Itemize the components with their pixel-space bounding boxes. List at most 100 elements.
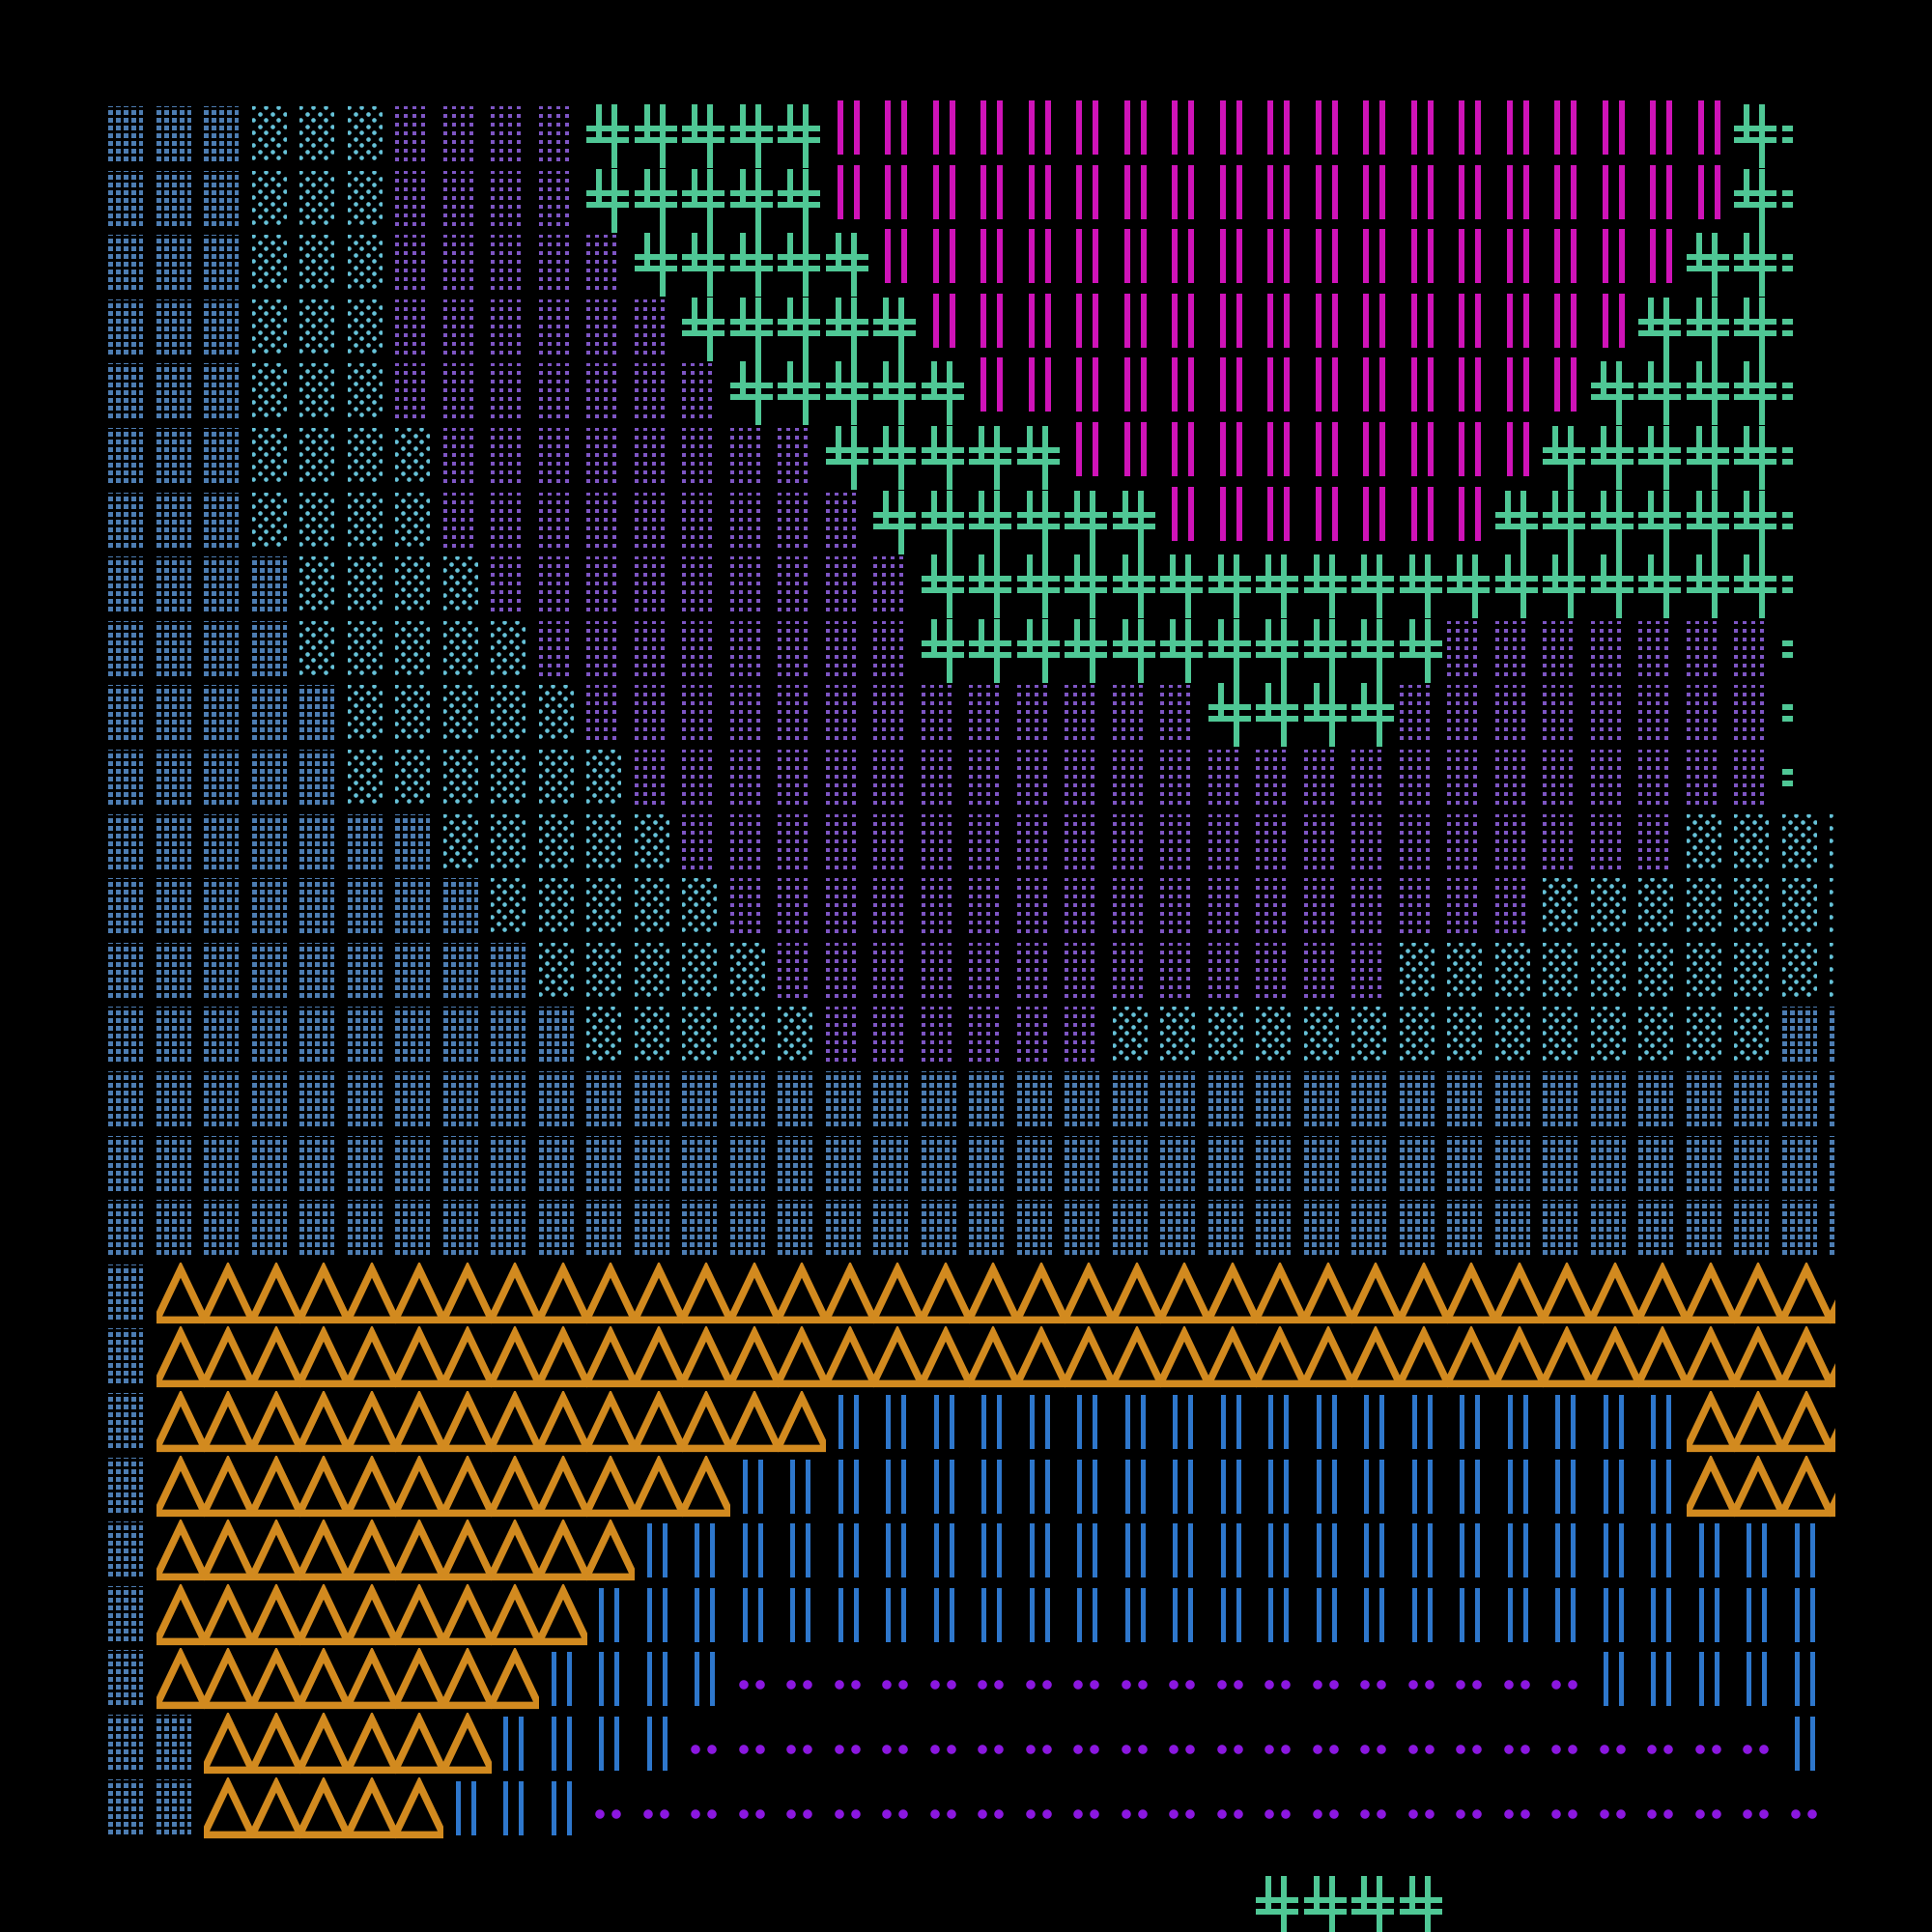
glyph-green-double-cross (1065, 554, 1107, 619)
tile-teal-sparse-dots (491, 620, 526, 676)
pattern-canvas (108, 100, 1835, 1932)
glyph-blue-bar-pair (921, 1457, 969, 1514)
glyph-orange-triangle (1303, 1326, 1352, 1391)
glyph-magenta-bar-pair (1112, 229, 1160, 284)
triangle-zigzag-icon (491, 1583, 539, 1645)
glyph-blue-bar-pair (682, 1650, 730, 1707)
glyph-blue-bar-pair (1543, 1585, 1591, 1642)
glyph-magenta-bar-pair (1399, 100, 1447, 155)
triangle-zigzag-icon (1303, 1262, 1352, 1323)
glyph-magenta-bar-pair (1160, 100, 1208, 155)
glyph-violet-dot-pair (969, 1776, 1017, 1842)
tile-blue-dot-grid (1351, 1135, 1386, 1191)
glyph-magenta-bar-pair (1256, 486, 1304, 541)
triangle-zigzag-icon (299, 1648, 348, 1710)
tile-teal-sparse-dots (1543, 1007, 1577, 1063)
glyph-orange-triangle (251, 1391, 300, 1456)
tile-teal-sparse-dots (586, 813, 621, 869)
tile-teal-sparse-dots (251, 298, 287, 355)
triangle-zigzag-icon (156, 1648, 205, 1710)
glyph-violet-dot-pair (1351, 1713, 1400, 1777)
glyph-green-double-cross (778, 297, 820, 361)
glyph-orange-triangle (299, 1713, 348, 1777)
glyph-green-double-cross (1590, 554, 1634, 619)
glyph-violet-dot-pair (969, 1713, 1017, 1777)
glyph-orange-triangle (1734, 1455, 1782, 1520)
tile-purple-dot-grid (634, 620, 669, 676)
glyph-orange-triangle (921, 1262, 970, 1327)
glyph-blue-bar-pair (1494, 1457, 1543, 1514)
tile-teal-sparse-dots (1303, 1007, 1339, 1063)
tile-blue-dot-grid (156, 620, 191, 676)
triangle-zigzag-icon (251, 1648, 300, 1710)
tile-purple-dot-grid (442, 492, 478, 548)
triangle-zigzag-icon (299, 1326, 348, 1388)
tile-teal-sparse-dots (682, 1007, 717, 1063)
tile-purple-dot-grid (538, 428, 574, 483)
glyph-green-cross-clipped (1781, 104, 1794, 147)
glyph-magenta-bar-pair (1399, 486, 1447, 541)
glyph-violet-dot-pair (1112, 1713, 1160, 1777)
glyph-violet-dot-pair (1065, 1776, 1113, 1842)
tile-purple-dot-grid (1734, 685, 1769, 741)
tile-teal-sparse-dots (1830, 942, 1835, 998)
triangle-zigzag-icon (1447, 1262, 1495, 1323)
glyph-orange-triangle (204, 1455, 252, 1520)
triangle-zigzag-icon (299, 1713, 348, 1775)
glyph-green-double-cross (969, 426, 1011, 490)
triangle-zigzag-icon (347, 1648, 396, 1710)
tile-blue-dot-grid (1399, 1135, 1435, 1191)
triangle-zigzag-icon (538, 1262, 587, 1323)
glyph-violet-dot-pair (873, 1713, 922, 1777)
glyph-magenta-bar-pair (1016, 164, 1065, 219)
tile-teal-sparse-dots (538, 750, 574, 805)
tile-blue-dot-grid (204, 298, 239, 355)
glyph-green-cross-clipped (1781, 297, 1794, 340)
glyph-green-double-cross (1734, 490, 1776, 554)
tile-purple-dot-grid (1160, 750, 1195, 805)
tile-teal-sparse-dots (299, 363, 334, 419)
glyph-green-double-cross (634, 168, 677, 233)
glyph-green-double-cross (1686, 490, 1729, 554)
glyph-magenta-bar-pair (1160, 229, 1208, 284)
glyph-blue-bar-pair (634, 1585, 682, 1642)
glyph-green-double-cross (1590, 490, 1634, 554)
tile-blue-dot-grid (491, 1135, 526, 1191)
tile-blue-dot-grid (682, 1135, 717, 1191)
tile-teal-sparse-dots (682, 942, 717, 998)
triangle-zigzag-icon (395, 1326, 443, 1388)
tile-blue-dot-grid (156, 1715, 191, 1770)
glyph-magenta-bar-pair (1351, 422, 1400, 476)
glyph-green-double-cross (1016, 554, 1060, 619)
tile-blue-dot-grid (108, 1778, 143, 1834)
tile-purple-dot-grid (1399, 685, 1435, 741)
triangle-zigzag-icon (299, 1776, 348, 1838)
tile-purple-dot-grid (682, 363, 717, 419)
triangle-zigzag-icon (682, 1262, 730, 1323)
glyph-blue-bar-pair (921, 1585, 969, 1642)
tile-purple-dot-grid (1112, 878, 1148, 934)
triangle-zigzag-icon (729, 1391, 779, 1453)
tile-teal-sparse-dots (1351, 1007, 1386, 1063)
tile-blue-dot-grid (156, 106, 191, 161)
glyph-violet-dot-pair (778, 1776, 826, 1842)
glyph-blue-bar-pair (825, 1457, 873, 1514)
glyph-violet-dot-pair (1590, 1713, 1638, 1777)
tile-purple-dot-grid (682, 428, 717, 483)
glyph-green-cross-clipped (1781, 361, 1794, 405)
tile-blue-dot-grid (204, 170, 239, 226)
glyph-violet-dot-pair (1447, 1648, 1495, 1713)
glyph-blue-bar-pair (969, 1393, 1017, 1449)
glyph-magenta-bar-pair (1256, 100, 1304, 155)
tile-blue-dot-grid (204, 1007, 239, 1063)
tile-blue-dot-grid (108, 1071, 143, 1126)
triangle-zigzag-icon (586, 1391, 635, 1453)
glyph-magenta-bar-pair (1447, 422, 1495, 476)
glyph-violet-dot-pair (1016, 1713, 1065, 1777)
tile-purple-dot-grid (921, 813, 956, 869)
tile-purple-dot-grid (1303, 813, 1339, 869)
tile-blue-dot-grid (491, 1071, 526, 1126)
glyph-blue-bar-pair (1686, 1521, 1734, 1578)
glyph-blue-bar-pair (825, 1585, 873, 1642)
